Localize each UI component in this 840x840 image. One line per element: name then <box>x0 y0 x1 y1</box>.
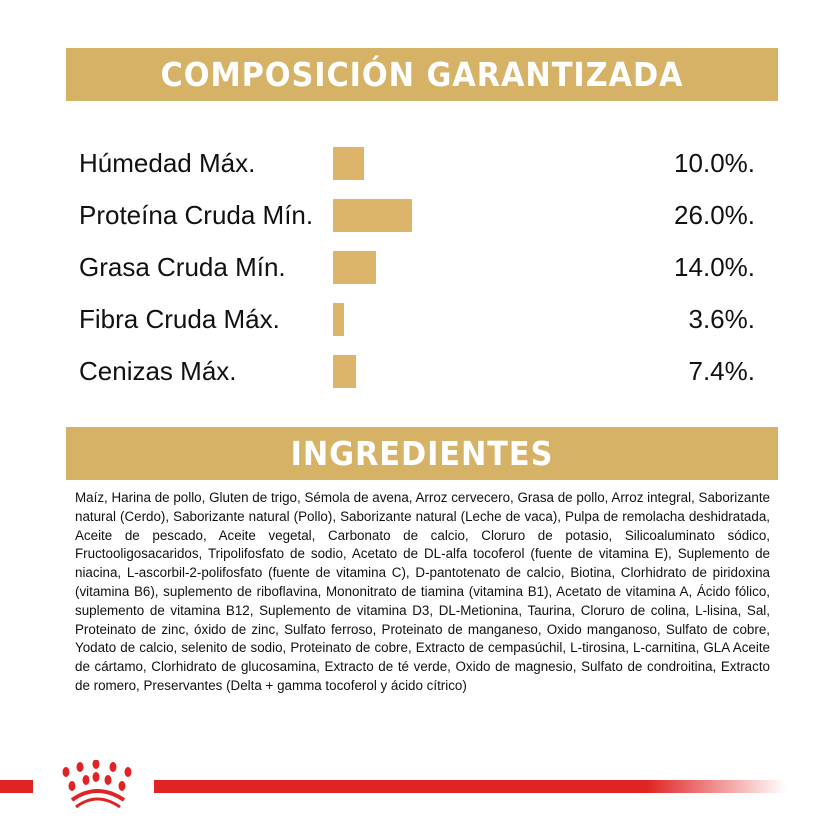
nutrient-label: Cenizas Máx. <box>79 356 237 386</box>
ingredients-title: INGREDIENTES <box>290 434 554 473</box>
ingredients-banner: INGREDIENTES <box>65 427 779 480</box>
nutrient-bar <box>333 303 344 336</box>
composition-row: Húmedad Máx. 10.0%. <box>0 144 840 184</box>
composition-row: Grasa Cruda Mín. 14.0%. <box>0 248 840 288</box>
nutrient-label: Húmedad Máx. <box>79 148 256 178</box>
nutrient-value: 3.6%. <box>688 304 756 334</box>
nutrient-bar <box>333 251 376 284</box>
composition-title: COMPOSICIÓN GARANTIZADA <box>160 55 684 94</box>
brand-stripe-left <box>0 780 33 793</box>
nutrient-bar <box>333 355 356 388</box>
nutrient-label: Grasa Cruda Mín. <box>79 252 286 282</box>
nutrient-label: Proteína Cruda Mín. <box>79 200 314 230</box>
composition-row: Fibra Cruda Máx. 3.6%. <box>0 300 840 340</box>
nutrient-bar <box>333 147 364 180</box>
composition-row: Proteína Cruda Mín. 26.0%. <box>0 196 840 236</box>
composition-row: Cenizas Máx. 7.4%. <box>0 352 840 392</box>
brand-stripe-right <box>154 780 786 793</box>
nutrient-label: Fibra Cruda Máx. <box>79 304 280 334</box>
composition-banner: COMPOSICIÓN GARANTIZADA <box>65 48 779 101</box>
nutrient-value: 10.0%. <box>674 148 755 178</box>
nutrient-value: 14.0%. <box>674 252 755 282</box>
nutrient-value: 26.0%. <box>674 200 755 230</box>
ingredients-text: Maíz, Harina de pollo, Gluten de trigo, … <box>75 490 770 693</box>
nutrient-value: 7.4%. <box>688 356 756 386</box>
nutrient-bar <box>333 199 413 232</box>
royal-canin-crown-icon <box>62 760 132 809</box>
